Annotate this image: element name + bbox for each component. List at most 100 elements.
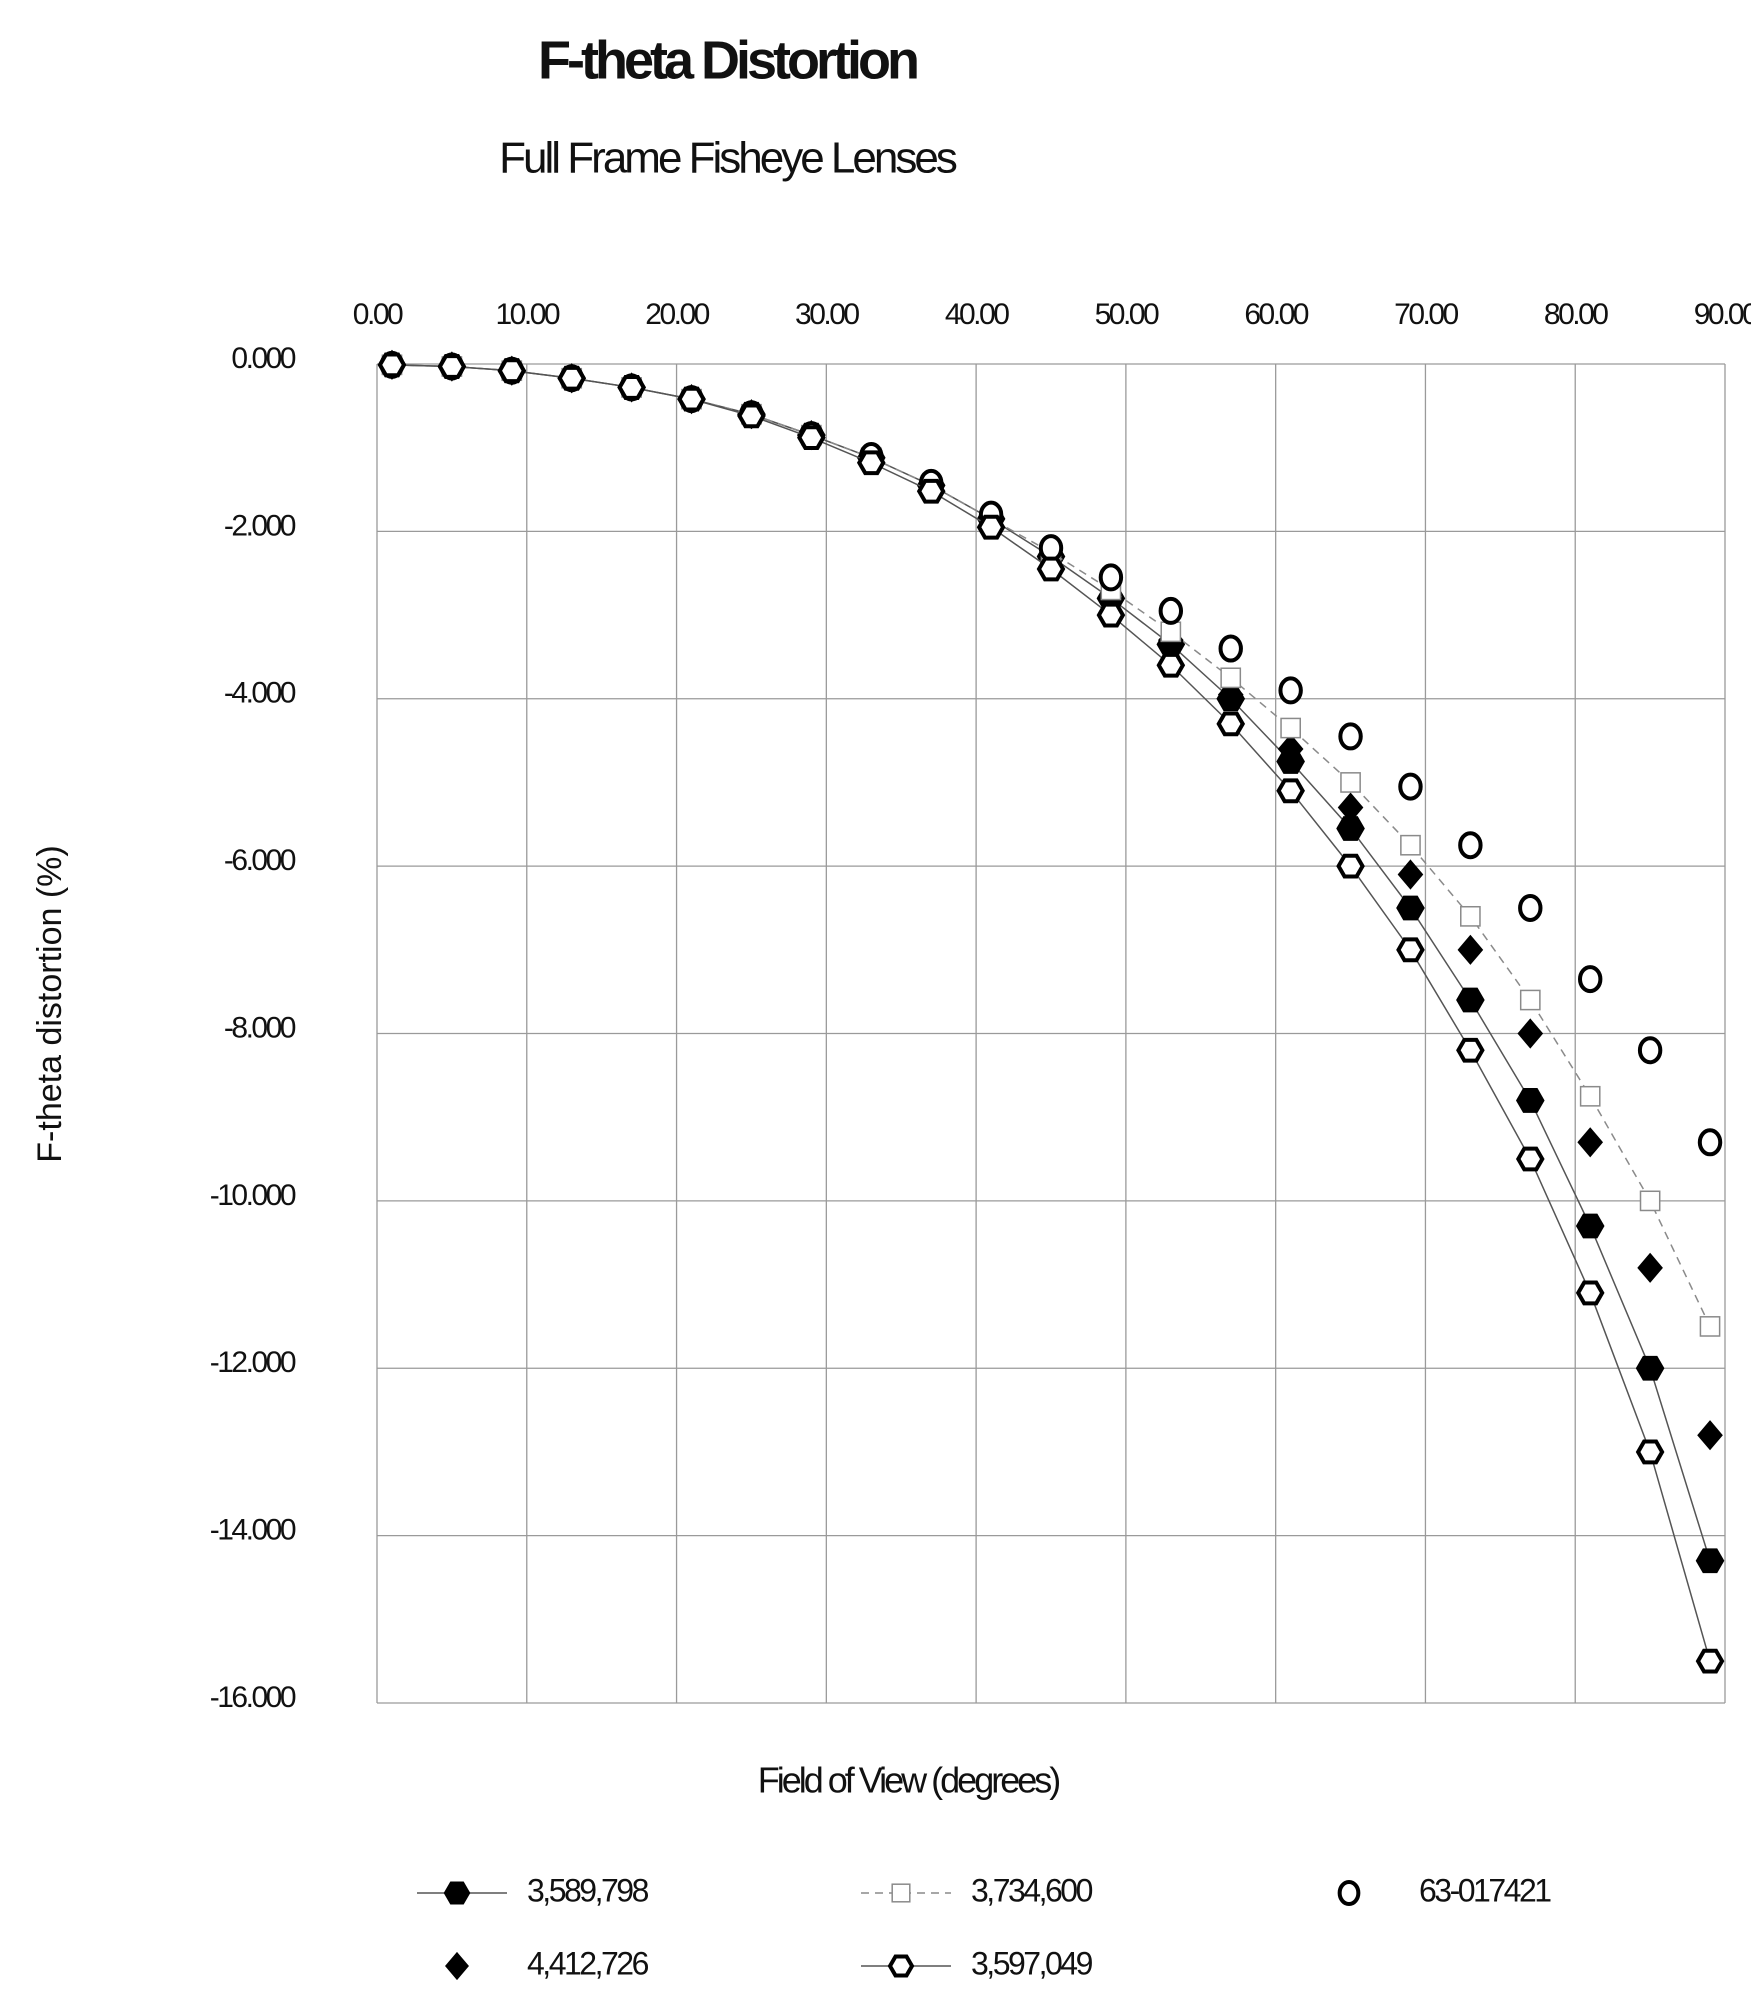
marker [1036,556,1066,582]
marker [1695,1648,1725,1674]
x-tick-label: 10.00 [495,298,559,331]
y-tick-label: -2.000 [224,509,296,542]
y-tick-label: -8.000 [224,1011,296,1044]
marker [1575,1280,1605,1306]
marker [1457,934,1484,965]
legend-label: 63-017421 [1419,1872,1551,1908]
marker [1637,1036,1663,1065]
marker [797,425,826,451]
marker [1456,987,1485,1013]
marker [1577,1127,1604,1158]
marker [437,354,467,379]
marker [1575,1213,1605,1239]
chart-subtitle: Full Frame Fisheye Lenses [499,134,957,183]
marker [1098,563,1124,592]
x-tick-label: 20.00 [645,298,709,331]
legend-label: 4,412,726 [527,1945,649,1981]
marker [1697,1128,1723,1157]
marker [677,386,706,412]
marker [1635,1355,1665,1381]
legend-label: 3,734,600 [971,1872,1093,1908]
marker [1398,772,1423,801]
marker [1337,792,1364,823]
legend-item: 3,589,798 [417,1872,651,1908]
marker [1519,989,1541,1011]
x-tick-label: 30.00 [795,298,859,331]
marker [737,403,766,429]
marker [891,1883,911,1903]
y-tick-label: -12.000 [210,1346,296,1379]
marker [1579,1085,1601,1107]
marker [1697,1420,1723,1451]
marker [1278,676,1303,705]
marker [1218,634,1243,663]
marker [1456,1037,1485,1063]
series [379,349,1723,1451]
marker [1637,1252,1663,1283]
marker [445,1951,469,1981]
marker [1096,602,1126,628]
legend-item: 4,412,726 [445,1945,651,1981]
marker [1156,652,1186,678]
marker [1396,895,1425,921]
marker [1216,711,1246,737]
legend-label: 3,597,049 [971,1945,1093,1981]
marker [1518,893,1543,922]
y-tick-label: 0.000 [231,342,295,375]
y-tick-label: -16.000 [210,1681,296,1714]
marker [443,1881,471,1905]
marker [557,365,587,391]
marker [1400,834,1421,856]
x-tick-label: 50.00 [1095,298,1159,331]
y-tick-label: -10.000 [210,1179,296,1212]
marker [1277,733,1304,765]
x-tick-label: 90.00 [1694,298,1751,331]
legend-item: 3,734,600 [861,1872,1095,1908]
marker [617,375,646,400]
marker [1639,1190,1661,1212]
marker [1280,717,1301,739]
marker [1635,1439,1665,1465]
marker [1517,1018,1544,1049]
marker [1336,853,1365,879]
marker [1515,1146,1545,1172]
marker [976,514,1006,540]
series-line [391,364,1711,1327]
marker [1458,831,1483,860]
marker [1515,1088,1545,1113]
legend-item: 3,597,049 [861,1945,1095,1981]
x-tick-label: 60.00 [1244,298,1308,331]
marker [1158,596,1184,625]
marker [1276,778,1305,804]
legend-item: 63-017421 [1337,1872,1554,1908]
y-tick-label: -14.000 [210,1514,296,1547]
x-axis-label: Field of View (degrees) [758,1760,1060,1801]
marker [377,352,407,378]
marker [1336,816,1365,841]
marker [887,1954,915,1978]
marker [916,478,946,504]
marker [1220,667,1242,689]
marker [1160,621,1182,643]
marker [1338,722,1363,751]
marker [1396,937,1425,963]
x-tick-label: 40.00 [945,298,1009,331]
marker [1699,1316,1721,1337]
marker [1217,679,1244,710]
marker [1460,905,1481,927]
x-tick-label: 80.00 [1544,298,1608,331]
x-tick-label: 0.00 [353,298,403,331]
series [377,352,1725,1674]
chart-title: F-theta Distortion [538,30,917,90]
marker [856,450,886,476]
marker [1340,772,1361,793]
y-tick-label: -6.000 [224,844,296,877]
legend-label: 3,589,798 [527,1872,649,1908]
series [381,354,1721,1337]
marker [1337,1880,1361,1906]
marker [497,358,527,384]
y-tick-label: -4.000 [224,677,296,710]
x-tick-label: 70.00 [1394,298,1458,331]
y-axis-label: F-theta distortion (%) [31,845,69,1162]
